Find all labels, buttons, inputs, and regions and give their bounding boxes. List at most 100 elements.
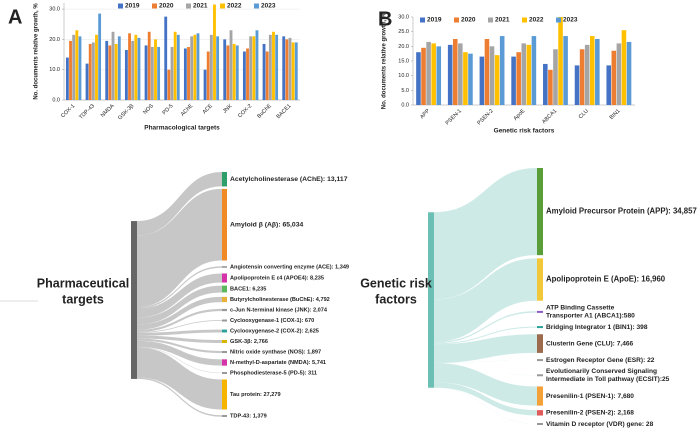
bar: [154, 39, 157, 100]
sankey-node: [222, 285, 227, 293]
bar: [272, 31, 275, 100]
bar: [489, 46, 495, 105]
sankey-node: [537, 423, 543, 425]
source-label: factors: [375, 292, 417, 306]
legend-label: 2023: [563, 17, 578, 24]
bar: [579, 49, 585, 105]
x-tick-label: BuChE: [256, 103, 273, 120]
bar: [294, 42, 298, 100]
bar: [150, 46, 154, 100]
sankey-link: [137, 172, 222, 236]
bar: [235, 45, 239, 100]
bar: [262, 43, 266, 100]
bar: [223, 39, 227, 100]
node-label: Cyclooxygenase-2 (COX-2): 2,625: [230, 328, 319, 334]
y-tick-label: 15.0: [398, 58, 409, 64]
sankey-node: [537, 258, 543, 301]
node-label: Phosphodiesterase-5 (PD-5): 311: [230, 370, 317, 376]
node-label: Amyloid Precursor Protein (APP): 34,857: [546, 207, 697, 216]
x-tick-label: AChE: [180, 103, 195, 118]
x-tick-label: JNK: [222, 103, 234, 115]
bar: [563, 36, 568, 105]
node-label: Tau protein: 27,279: [230, 392, 281, 398]
legend-label: 2020: [159, 3, 174, 10]
legend-label: 2023: [261, 3, 276, 10]
bar: [196, 33, 200, 100]
x-tick-label: GSK-3β: [117, 103, 135, 121]
panel-label: A: [8, 6, 22, 28]
node-label: Angiotensin converting enzyme (ACE): 1,3…: [230, 264, 349, 270]
sankey-link: [137, 377, 222, 417]
sankey-node: [222, 350, 227, 354]
sankey-node: [537, 168, 543, 256]
x-tick-label: BIN1: [609, 108, 622, 121]
bar: [589, 36, 595, 105]
node-label: Apolipoprotein E (ApoE): 16,960: [546, 275, 666, 284]
bar: [203, 69, 207, 100]
sankey-link: [137, 347, 222, 410]
bar: [114, 43, 118, 100]
x-axis-title: Pharmacological targets: [144, 125, 220, 132]
sankey-node: [222, 339, 227, 344]
y-tick-label: 25.0: [398, 29, 409, 35]
y-tick-label: 5.0: [401, 88, 409, 94]
sankey-node: [222, 319, 227, 322]
node-label: N-methyl-D-aspartate (NMDA): 5,741: [230, 360, 326, 366]
bar: [98, 13, 102, 100]
sankey-node: [222, 172, 227, 187]
bar: [447, 44, 453, 105]
bar: [606, 65, 612, 105]
bar: [111, 31, 115, 100]
sankey-link: [434, 362, 537, 376]
bar: [108, 45, 112, 100]
sankey-link: [137, 338, 222, 354]
sankey-node: [222, 371, 227, 374]
sankey-link: [137, 308, 222, 332]
sankey-link: [434, 363, 537, 406]
sankey-node: [222, 273, 227, 283]
bar: [157, 46, 161, 100]
sankey-link: [434, 334, 537, 363]
x-tick-label: CLU: [578, 108, 590, 120]
node-label: Bridging Integrator 1 (BIN1): 398: [546, 324, 648, 331]
bar: [117, 36, 121, 100]
bar: [558, 17, 563, 105]
y-tick-label: 30.0: [49, 7, 60, 13]
bar: [268, 34, 272, 100]
bar: [246, 48, 249, 100]
node-label: Cyclooxygenase-1 (COX-1): 670: [230, 318, 314, 324]
bar: [167, 69, 171, 100]
bar: [91, 42, 95, 100]
sankey-node: [537, 310, 543, 313]
sankey-node: [222, 296, 227, 303]
sankey-node: [222, 329, 227, 333]
node-label: Apolipoprotein E ε4 (APOE4): 8,235: [230, 275, 324, 281]
y-tick-label: 20.0: [49, 37, 60, 43]
bar: [574, 65, 580, 105]
bar: [72, 34, 76, 100]
node-label: BACE1: 6,235: [230, 286, 266, 292]
y-tick-label: 20.0: [398, 44, 409, 50]
legend-swatch: [488, 17, 493, 23]
bar: [252, 36, 256, 100]
bar: [265, 51, 269, 100]
bar: [452, 39, 458, 105]
bar: [209, 34, 213, 100]
bar: [288, 37, 292, 100]
bar: [170, 46, 174, 100]
bar: [275, 34, 279, 100]
legend-label: 2021: [193, 3, 208, 10]
bar: [543, 63, 548, 105]
node-label: Acetylcholinesterase (AChE): 13,117: [230, 176, 348, 183]
x-tick-label: PSEN-2: [476, 108, 494, 126]
sankey-link: [434, 360, 537, 363]
x-tick-label: PD-5: [162, 103, 175, 116]
node-label: TDP-43: 1,379: [230, 413, 267, 419]
bar: [144, 45, 148, 100]
node-label: Intermediate in Toll pathway (ECSIT):25: [546, 376, 670, 383]
source-label: Genetic risk: [360, 276, 432, 290]
y-tick-label: 10.0: [49, 67, 60, 73]
bar: [173, 31, 177, 100]
y-axis-title: No. documents relative growth, %: [382, 12, 388, 109]
legend-swatch: [454, 17, 459, 23]
